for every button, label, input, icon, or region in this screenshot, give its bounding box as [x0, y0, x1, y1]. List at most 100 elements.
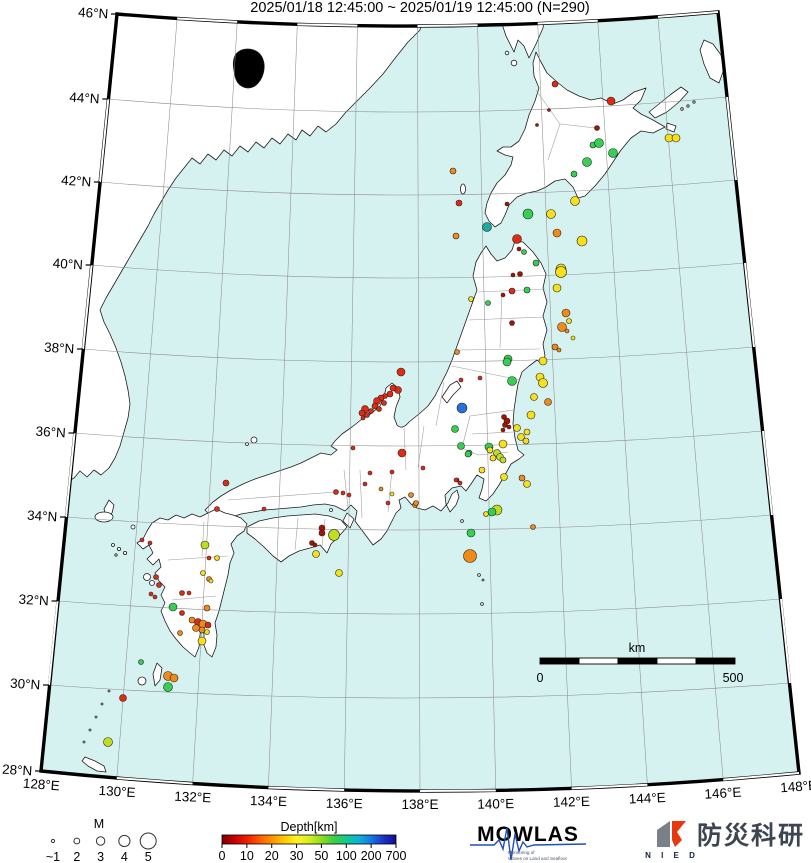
- island-jeju: [94, 511, 114, 523]
- earthquake-marker: [318, 529, 326, 537]
- footer-logos: MOWLAS Monitoring of Waves on Land and S…: [470, 821, 803, 861]
- island-tokara: [94, 715, 98, 719]
- scalebar-segment: [578, 657, 619, 665]
- earthquake-marker: [512, 234, 522, 244]
- graticule-meridian: [417, 25, 421, 792]
- earthquake-marker: [516, 246, 522, 252]
- earthquake-marker: [547, 108, 551, 112]
- frame-dash: [723, 772, 800, 781]
- scalebar-segment: [695, 657, 736, 665]
- island-tokara: [100, 702, 104, 706]
- earthquake-marker: [500, 473, 508, 481]
- earthquake-marker: [517, 433, 525, 441]
- earthquake-marker: [312, 542, 318, 548]
- island-tokara: [88, 728, 92, 732]
- frame-dash: [419, 789, 496, 792]
- earthquake-marker: [381, 400, 387, 406]
- island-okushiri: [460, 183, 466, 195]
- prefecture-border: [547, 123, 561, 161]
- earthquake-marker: [198, 626, 206, 634]
- earthquake-marker: [551, 80, 559, 88]
- earthquake-marker: [148, 591, 154, 597]
- earthquake-marker: [606, 96, 616, 106]
- earthquake-marker: [360, 415, 366, 421]
- prefecture-border: [458, 348, 541, 351]
- lat-label: 42°N: [61, 173, 92, 190]
- earthquake-marker: [522, 437, 530, 445]
- earthquake-marker: [456, 402, 468, 414]
- prefecture-border: [343, 469, 349, 509]
- earthquake-marker: [500, 292, 506, 298]
- coastline-kuril-iturup: [699, 39, 725, 84]
- landmass-layer: [41, 12, 750, 773]
- island-habomai: [692, 100, 696, 104]
- frame-dash: [177, 17, 238, 23]
- earthquake-marker: [499, 456, 507, 464]
- island-izu: [481, 578, 485, 582]
- earthquake-marker: [206, 555, 212, 561]
- island-goto: [114, 553, 118, 557]
- island-goto: [123, 551, 128, 556]
- earthquake-marker: [368, 408, 374, 414]
- depth-tick-value: 30: [290, 849, 304, 863]
- depth-tick-value: 0: [219, 849, 226, 863]
- coastline-honshu: [204, 240, 548, 546]
- lon-label: 146°E: [704, 785, 742, 802]
- earthquake-marker: [457, 480, 463, 486]
- earthquake-marker: [340, 490, 346, 496]
- graticule-meridian: [116, 18, 178, 779]
- earthquake-marker: [389, 469, 395, 475]
- earthquake-marker: [397, 448, 407, 458]
- prefecture-border: [171, 595, 217, 601]
- lake-khanka: [232, 48, 265, 89]
- earthquake-marker: [208, 578, 214, 584]
- earthquake-marker: [483, 511, 489, 517]
- earthquake-marker: [538, 378, 548, 388]
- earthquake-marker: [312, 550, 320, 558]
- mowlas-subtitle-line2: Waves on Land and Seafloor: [508, 856, 568, 861]
- earthquake-marker: [453, 477, 459, 483]
- magnitude-legend-title: M: [94, 817, 104, 831]
- coastline-hokkaido: [484, 51, 666, 228]
- earthquake-marker: [532, 259, 540, 267]
- frame-dash: [297, 23, 358, 27]
- earthquake-marker: [367, 470, 373, 476]
- earthquake-marker: [179, 590, 185, 596]
- earthquake-marker: [482, 222, 492, 232]
- earthquake-marker: [188, 616, 196, 624]
- magnitude-legend-circle: [95, 836, 106, 846]
- depth-colorbar: [221, 834, 397, 845]
- earthquake-marker: [358, 409, 366, 417]
- earthquake-marker: [350, 445, 356, 451]
- earthquake-marker: [517, 271, 523, 277]
- earthquake-marker: [478, 466, 486, 474]
- island-amami: [81, 756, 107, 773]
- graticule-meridian: [343, 25, 358, 791]
- lon-label: 136°E: [326, 796, 363, 812]
- earthquake-marker: [523, 286, 531, 294]
- prefecture-border: [559, 123, 597, 129]
- lat-label: 38°N: [44, 340, 75, 357]
- scalebar-segment: [656, 657, 697, 665]
- island-rebun: [504, 50, 510, 56]
- frame-dash: [99, 98, 110, 183]
- island-izu: [477, 573, 481, 577]
- earthquake-marker: [502, 357, 512, 367]
- earthquake-marker: [570, 196, 580, 206]
- island-tokara: [82, 740, 86, 744]
- depth-tick-value: 50: [314, 849, 328, 863]
- earthquake-marker: [564, 328, 570, 334]
- depth-legend-title: Depth[km]: [281, 820, 338, 834]
- island-habomai: [686, 104, 690, 108]
- earthquake-marker: [204, 629, 210, 635]
- lat-label: 44°N: [69, 90, 100, 107]
- earthquake-marker: [346, 492, 352, 498]
- earthquake-marker: [364, 412, 370, 418]
- earthquake-marker: [477, 375, 483, 381]
- earthquake-marker: [147, 540, 153, 546]
- coastline-kuril-kunashir: [648, 86, 689, 119]
- earthquake-marker: [485, 300, 491, 306]
- lon-label: 130°E: [98, 783, 136, 800]
- axis-labels: 46°N 44°N 42°N 40°N 38°N 36°N 34°N 32°N 30°N 28°N…: [2, 5, 811, 812]
- frame-dash: [657, 11, 719, 18]
